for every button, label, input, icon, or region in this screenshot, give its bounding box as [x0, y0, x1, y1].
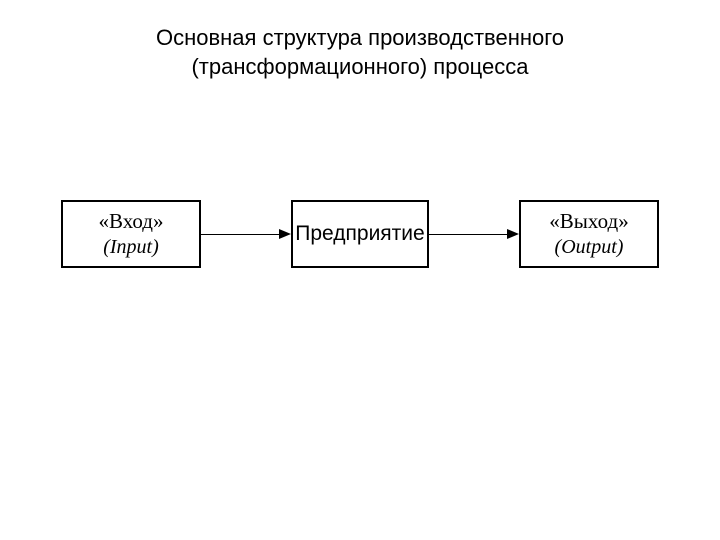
box-input-sub: (Input) [103, 236, 159, 259]
box-input: «Вход» (Input) [61, 200, 201, 268]
box-input-main: «Вход» [98, 209, 163, 234]
box-output-sub: (Output) [555, 236, 624, 259]
title-line-2: (трансформационного) процесса [0, 53, 720, 82]
arrow-2-head-icon [507, 229, 519, 239]
arrow-2-line [429, 234, 507, 235]
title-line-1: Основная структура производственного [0, 24, 720, 53]
box-output: «Выход» (Output) [519, 200, 659, 268]
arrow-1 [201, 229, 291, 239]
page-title: Основная структура производственного (тр… [0, 0, 720, 81]
box-output-main: «Выход» [549, 209, 628, 234]
flow-row: «Вход» (Input) Предприятие «Выход» (Outp… [0, 200, 720, 268]
flow-diagram: «Вход» (Input) Предприятие «Выход» (Outp… [0, 200, 720, 268]
arrow-2 [429, 229, 519, 239]
box-enterprise: Предприятие [291, 200, 429, 268]
arrow-1-head-icon [279, 229, 291, 239]
box-enterprise-main: Предприятие [295, 222, 424, 246]
arrow-1-line [201, 234, 279, 235]
